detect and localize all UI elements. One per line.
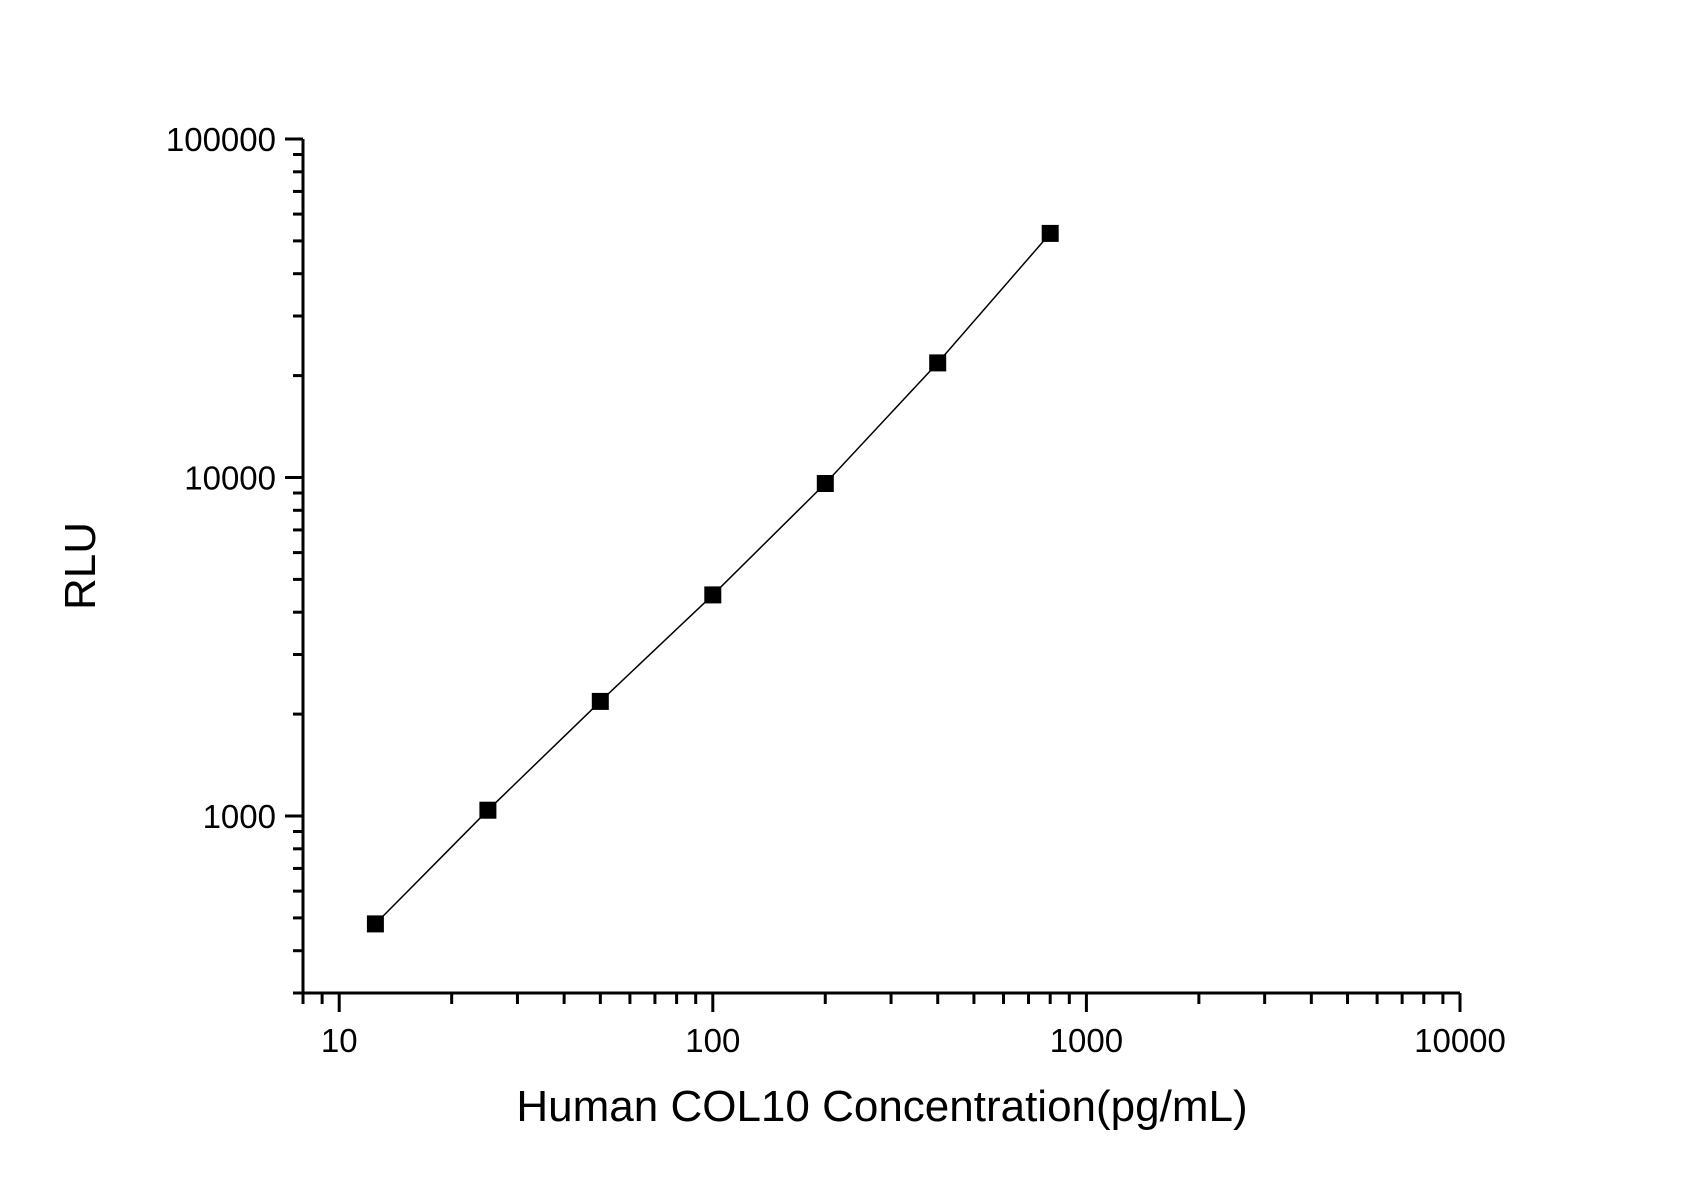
data-series: [366, 224, 1059, 933]
x-tick-label: 10000: [1414, 1022, 1506, 1059]
x-tick-label: 10: [321, 1022, 358, 1059]
data-point-marker: [1041, 224, 1059, 242]
x-tick-label: 100: [685, 1022, 740, 1059]
data-point-marker: [591, 692, 609, 710]
y-tick-label: 10000: [184, 460, 276, 497]
y-axis: 1000 10000 100000: [166, 121, 305, 995]
y-tick-label: 1000: [203, 798, 276, 835]
x-tick-label: 1000: [1050, 1022, 1123, 1059]
data-point-marker: [929, 354, 947, 372]
data-point-marker: [816, 475, 834, 492]
data-point-marker: [479, 801, 497, 819]
data-point-marker: [366, 915, 384, 933]
y-tick-label: 100000: [166, 121, 276, 158]
x-axis: 10 100 1000 10000: [301, 991, 1506, 1059]
data-point-marker: [704, 586, 722, 604]
y-axis-title: RLU: [56, 522, 105, 610]
x-axis-title: Human COL10 Concentration(pg/mL): [516, 1082, 1247, 1131]
